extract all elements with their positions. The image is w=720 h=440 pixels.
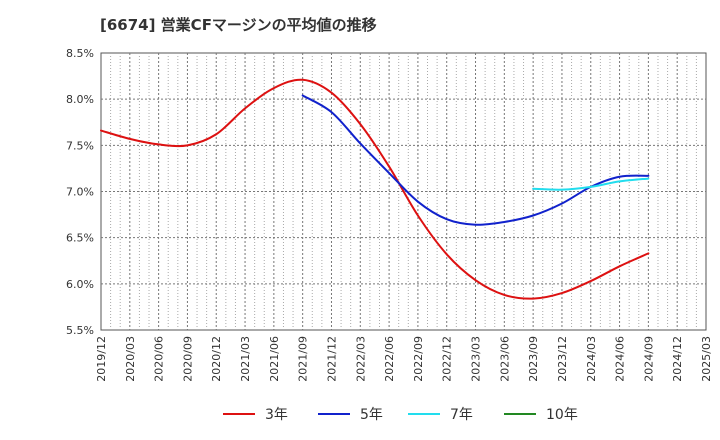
series-line-3年 [100, 78, 650, 300]
x-tick-label: 2020/12 [210, 336, 223, 382]
x-tick-label: 2024/03 [585, 336, 598, 382]
x-tick-label: 2020/09 [181, 336, 194, 382]
legend-label: 7年 [450, 407, 473, 423]
x-tick-label: 2023/09 [527, 336, 540, 382]
x-tick-label: 2024/06 [614, 336, 627, 382]
legend-label: 3年 [265, 407, 288, 423]
x-tick-label: 2022/12 [441, 336, 454, 382]
axis-layer: 5.5% 6.0% 6.5% 7.0% 7.5% 8.0% 8.5% 2019/12 2020/… [66, 47, 713, 382]
x-tick-label: 2024/09 [642, 336, 655, 382]
x-tick-label: 2023/12 [556, 336, 569, 382]
y-tick-label: 7.5% [66, 139, 94, 152]
x-tick-label: 2022/09 [412, 336, 425, 382]
series-layer [100, 78, 650, 300]
legend-label: 10年 [546, 407, 578, 423]
y-tick-label: 5.5% [66, 324, 94, 337]
y-tick-label: 8.5% [66, 47, 94, 60]
x-tick-label: 2025/03 [700, 336, 713, 382]
x-tick-label: 2023/03 [470, 336, 483, 382]
y-tick-label: 7.0% [66, 186, 94, 199]
y-tick-label: 6.0% [66, 278, 94, 291]
x-tick-label: 2022/06 [383, 336, 396, 382]
x-tick-label: 2022/03 [354, 336, 367, 382]
legend-label: 5年 [360, 407, 383, 423]
x-tick-label: 2021/06 [268, 336, 281, 382]
x-tick-label: 2020/03 [124, 336, 137, 382]
x-tick-label: 2024/12 [671, 336, 684, 382]
x-tick-label: 2021/12 [325, 336, 338, 382]
y-tick-label: 6.5% [66, 232, 94, 245]
x-tick-label: 2023/06 [498, 336, 511, 382]
legend: 3年 5年 7年 10年 [223, 407, 578, 423]
chart-title: [6674] 営業CFマージンの平均値の推移 [100, 16, 377, 34]
y-tick-label: 8.0% [66, 93, 94, 106]
x-tick-label: 2021/03 [239, 336, 252, 382]
series-line-7年 [532, 177, 650, 191]
x-tick-label: 2020/06 [153, 336, 166, 382]
x-tick-label: 2019/12 [95, 336, 108, 382]
x-tick-label: 2021/09 [297, 336, 310, 382]
